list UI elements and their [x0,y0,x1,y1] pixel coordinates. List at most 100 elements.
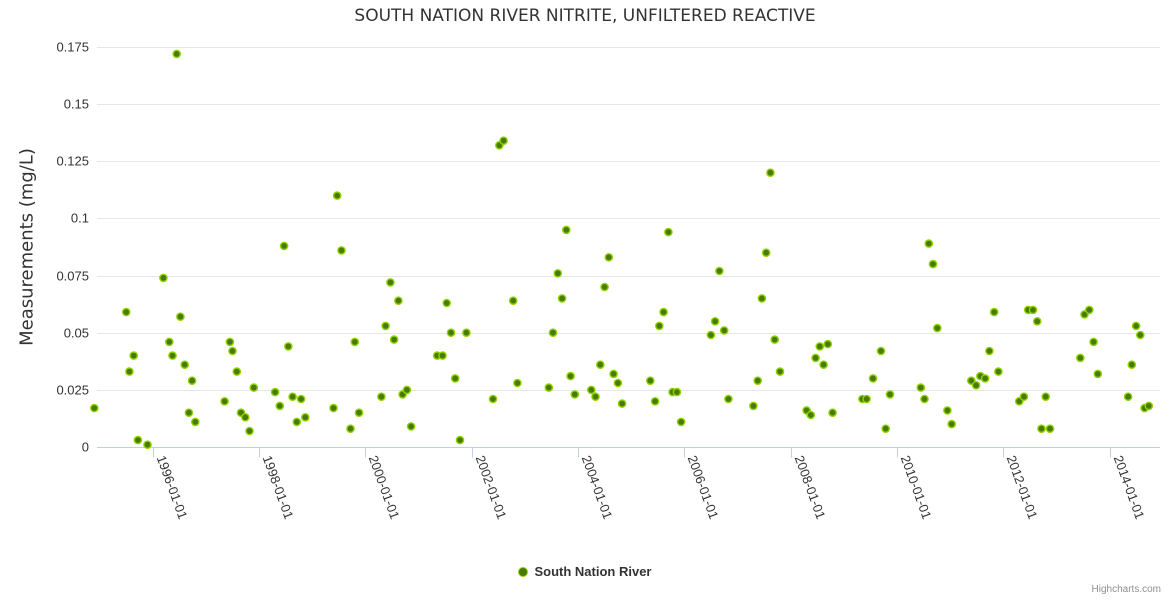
data-point[interactable] [168,351,177,360]
data-point[interactable] [710,316,720,326]
data-point[interactable] [617,399,627,408]
data-point[interactable] [402,385,412,395]
data-point[interactable] [989,307,999,317]
data-point[interactable] [279,241,289,251]
data-point[interactable] [916,383,926,392]
legend-item-south-nation-river[interactable]: South Nation River [534,564,652,579]
data-point[interactable] [659,307,668,317]
data-point[interactable] [928,259,938,269]
data-point[interactable] [971,380,981,390]
data-point[interactable] [133,435,143,445]
data-point[interactable] [300,412,310,422]
data-point[interactable] [406,422,416,431]
data-point[interactable] [450,374,460,383]
data-point[interactable] [943,406,952,415]
data-point[interactable] [562,225,571,235]
data-point[interactable] [566,371,575,381]
data-point[interactable] [508,296,518,306]
data-point[interactable] [757,294,767,303]
data-point[interactable] [288,392,297,402]
data-point[interactable] [377,392,386,402]
data-point[interactable] [129,351,138,360]
data-point[interactable] [190,417,200,427]
data-point[interactable] [337,246,346,255]
data-point[interactable] [187,376,197,386]
data-point[interactable] [249,383,259,392]
data-point[interactable] [381,321,390,331]
data-point[interactable] [442,298,452,308]
data-point[interactable] [513,378,522,388]
data-point[interactable] [775,367,785,376]
data-point[interactable] [1127,360,1137,370]
data-point[interactable] [180,360,189,370]
data-point[interactable] [819,360,828,370]
data-point[interactable] [283,342,293,351]
data-point[interactable] [1019,392,1029,402]
data-point[interactable] [346,424,355,434]
data-point[interactable] [1037,424,1046,434]
data-point[interactable] [885,390,895,399]
data-point[interactable] [172,49,181,59]
data-point[interactable] [332,191,342,200]
data-point[interactable] [553,268,563,278]
data-point[interactable] [980,374,990,383]
data-point[interactable] [240,412,250,422]
data-point[interactable] [455,435,465,445]
data-point[interactable] [815,342,825,351]
data-point[interactable] [329,403,338,413]
data-point[interactable] [600,282,609,292]
data-point[interactable] [924,239,934,248]
data-point[interactable] [159,273,168,283]
data-point[interactable] [354,408,364,418]
data-point[interactable] [806,410,816,420]
data-point[interactable] [613,378,623,388]
data-point[interactable] [881,424,891,434]
data-point[interactable] [184,408,194,418]
data-point[interactable] [828,408,837,418]
data-point[interactable] [544,383,554,392]
data-point[interactable] [811,353,820,363]
data-point[interactable] [862,394,871,404]
data-point[interactable] [761,248,771,257]
data-point[interactable] [296,394,306,404]
data-point[interactable] [868,374,878,383]
data-point[interactable] [724,394,733,404]
data-point[interactable] [245,426,254,436]
data-point[interactable] [947,419,957,429]
data-point[interactable] [753,376,763,386]
data-point[interactable] [350,337,360,347]
data-point[interactable] [1085,305,1094,315]
data-point[interactable] [650,396,660,406]
data-point[interactable] [664,227,673,237]
data-point[interactable] [646,376,655,386]
data-point[interactable] [587,385,596,395]
data-point[interactable] [548,328,558,338]
data-point[interactable] [438,351,447,360]
data-point[interactable] [1089,337,1098,347]
data-point[interactable] [462,328,471,338]
data-point[interactable] [275,401,285,411]
data-point[interactable] [228,346,237,356]
data-point[interactable] [706,330,716,340]
data-point[interactable] [386,278,395,287]
data-point[interactable] [143,440,152,450]
data-point[interactable] [770,335,780,344]
data-point[interactable] [1131,321,1141,331]
data-point[interactable] [232,367,242,376]
data-point[interactable] [1076,353,1085,363]
data-point[interactable] [292,417,302,427]
data-point[interactable] [488,394,498,404]
data-point[interactable] [225,337,235,347]
data-point[interactable] [125,367,134,376]
data-point[interactable] [876,346,886,356]
legend[interactable]: South Nation River [0,564,1170,579]
data-point[interactable] [655,321,664,331]
data-point[interactable] [749,401,758,411]
data-point[interactable] [1123,392,1133,402]
data-point[interactable] [1136,330,1145,340]
data-point[interactable] [570,390,580,399]
data-point[interactable] [672,387,682,397]
data-point[interactable] [499,136,508,145]
data-point[interactable] [1045,424,1055,434]
data-point[interactable] [933,323,942,333]
